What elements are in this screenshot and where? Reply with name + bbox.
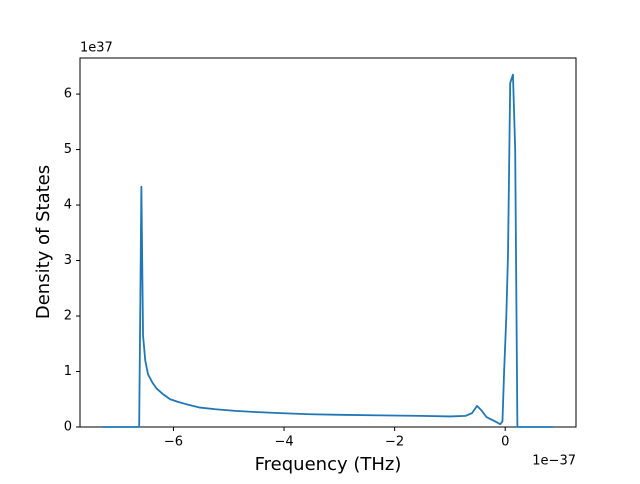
y-tick-label: 4 [64, 198, 72, 213]
plot-frame [79, 57, 577, 428]
y-tick-label: 0 [64, 420, 72, 435]
x-offset-text: 1e−37 [532, 454, 576, 469]
line-series [102, 73, 554, 428]
y-tick-label: 6 [64, 87, 72, 102]
y-tick-label: 1 [64, 364, 72, 379]
x-axis-label: Frequency (THz) [255, 454, 402, 475]
y-axis-label: Density of States [33, 165, 54, 319]
x-tick-label: −2 [385, 435, 404, 450]
x-tick-label: −6 [164, 435, 183, 450]
x-tick-label: −4 [274, 435, 293, 450]
y-tick-label: 2 [64, 309, 72, 324]
y-offset-text: 1e37 [80, 41, 113, 56]
x-tick-label: 0 [501, 435, 509, 450]
y-tick-label: 3 [64, 253, 72, 268]
y-tick-label: 5 [64, 142, 72, 157]
